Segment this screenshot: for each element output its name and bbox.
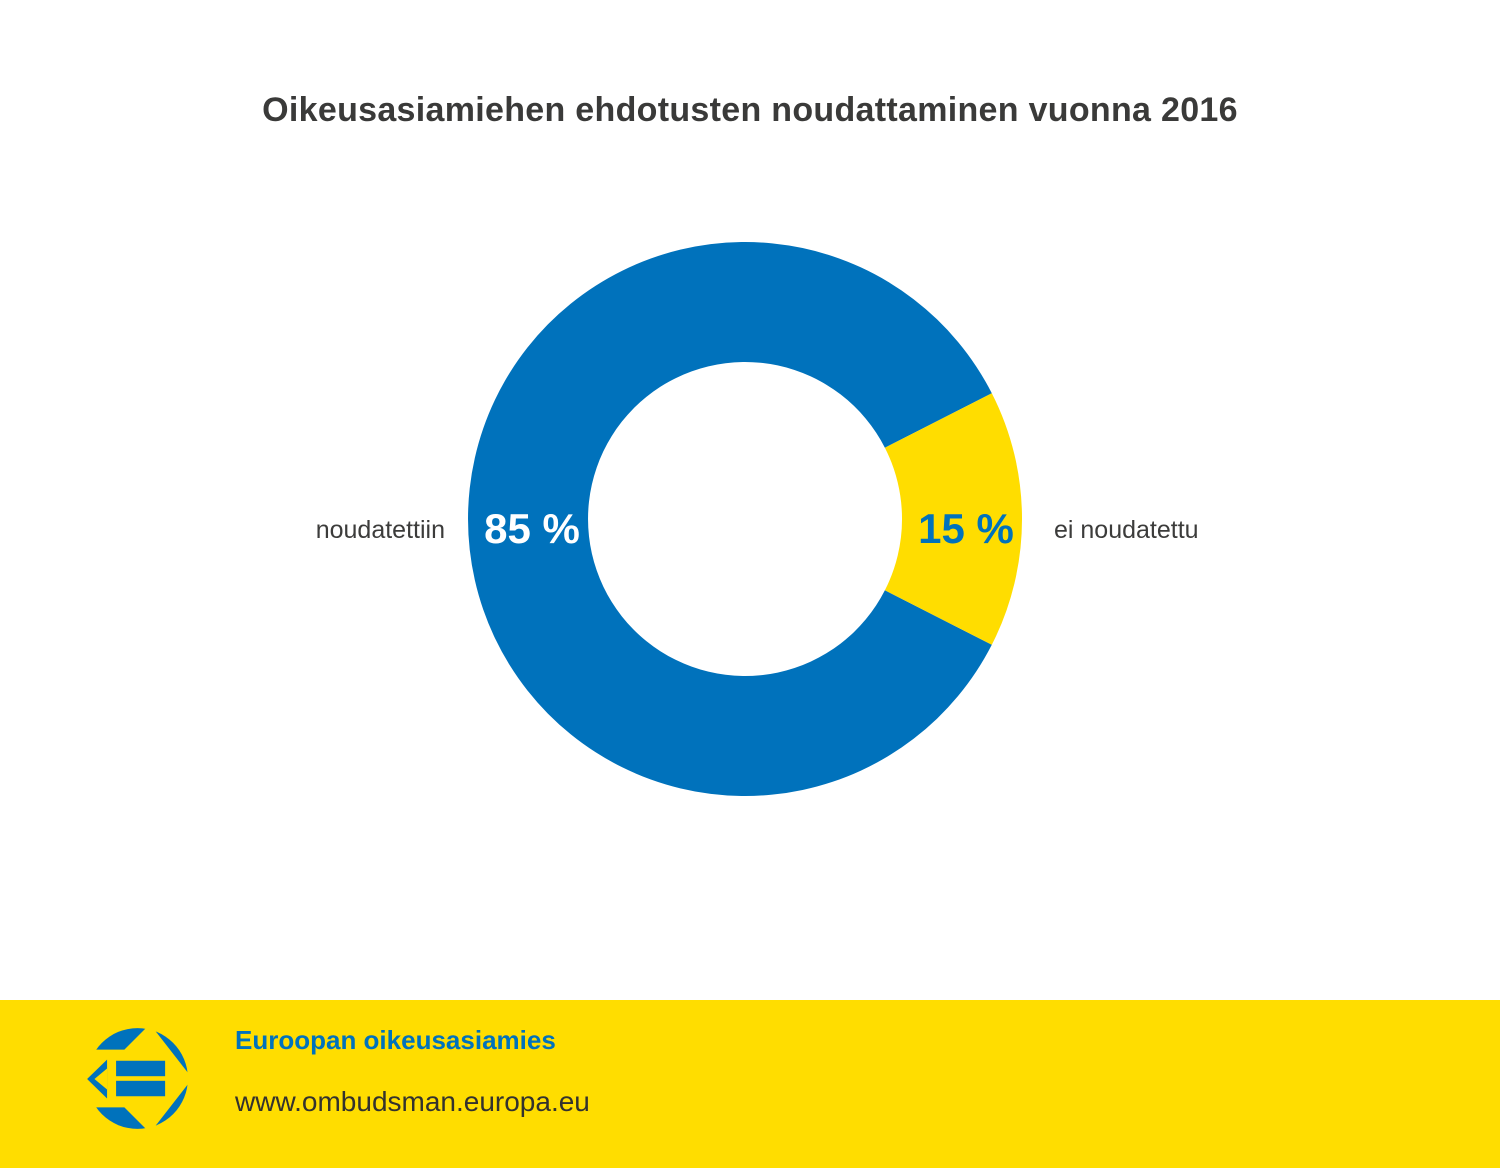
donut-slice-noudatettiin xyxy=(468,241,992,796)
slice-label-noudatettiin: noudatettiin xyxy=(315,516,445,544)
slice-value-noudatettiin: 85 % xyxy=(484,505,580,552)
footer-website-url: www.ombudsman.europa.eu xyxy=(235,1086,590,1117)
logo-bar-bottom xyxy=(116,1080,166,1097)
logo-chevron-notch xyxy=(94,1068,108,1090)
logo-bar-top xyxy=(116,1060,166,1077)
slice-value-ei-noudatettu: 15 % xyxy=(918,505,1014,552)
donut-chart xyxy=(468,241,1023,796)
page-title: Oikeusasiamiehen ehdotusten noudattamine… xyxy=(262,91,1238,129)
footer-organization-name: Euroopan oikeusasiamies xyxy=(235,1025,556,1055)
donut-slice-ei-noudatettu xyxy=(884,393,1023,645)
slice-label-ei-noudatettu: ei noudatettu xyxy=(1054,516,1199,544)
footer: Euroopan oikeusasiamies www.ombudsman.eu… xyxy=(0,1000,1500,1168)
european-ombudsman-logo-icon xyxy=(87,1028,188,1129)
logo-top-segment xyxy=(87,1028,159,1050)
logo-bottom-segment xyxy=(87,1107,159,1129)
